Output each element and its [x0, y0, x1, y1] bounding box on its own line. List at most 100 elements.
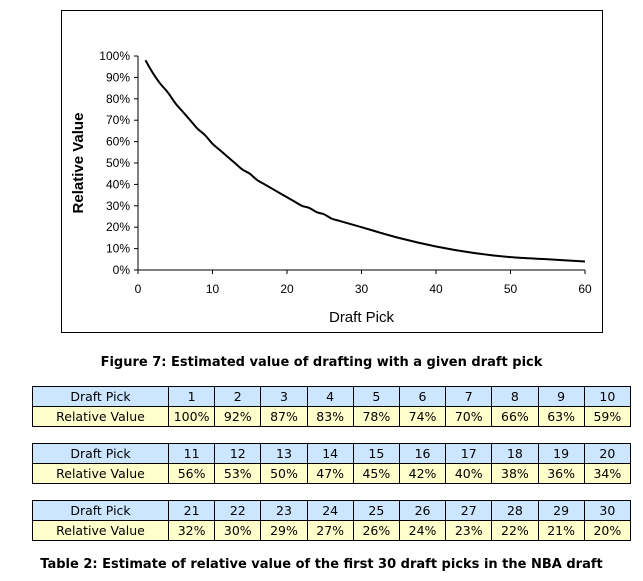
- value-cell: 23%: [445, 520, 493, 541]
- pick-cell: 9: [537, 386, 585, 407]
- value-cell: 38%: [491, 463, 539, 484]
- pick-cell: 3: [260, 386, 308, 407]
- y-axis-title: Relative Value: [70, 113, 87, 214]
- pick-row-label: Draft Pick: [32, 443, 169, 464]
- value-cell: 32%: [167, 520, 216, 541]
- x-axis-title: Draft Pick: [329, 309, 395, 326]
- value-row-label: Relative Value: [32, 463, 169, 484]
- y-tick-label: 30%: [106, 199, 130, 213]
- pick-cell: 11: [167, 443, 216, 464]
- pick-cell: 20: [583, 443, 632, 464]
- pick-row: Draft Pick 11 12 13 14 15 16 17 18 19 20: [32, 443, 632, 464]
- pick-cell: 6: [398, 386, 447, 407]
- value-cell: 92%: [214, 406, 262, 427]
- value-row: Relative Value 56% 53% 50% 47% 45% 42% 4…: [32, 463, 632, 484]
- value-cell: 26%: [352, 520, 400, 541]
- x-tick-label: 50: [504, 282, 518, 296]
- x-tick-label: 60: [578, 282, 592, 296]
- chart-frame: 0% 10% 20% 30% 40% 50% 60% 70% 80% 90% 100% 0 10 20 30…: [61, 10, 603, 333]
- value-cell: 63%: [537, 406, 585, 427]
- y-tick-label: 20%: [106, 220, 130, 234]
- pick-cell: 5: [352, 386, 400, 407]
- x-tick-label: 0: [135, 282, 142, 296]
- value-cell: 36%: [537, 463, 585, 484]
- pick-cell: 24: [306, 500, 354, 521]
- pick-cell: 14: [306, 443, 354, 464]
- value-row-label: Relative Value: [32, 406, 169, 427]
- pick-row-label: Draft Pick: [32, 500, 169, 521]
- pick-cell: 16: [398, 443, 447, 464]
- value-cell: 20%: [583, 520, 632, 541]
- figure-caption: Figure 7: Estimated value of drafting wi…: [100, 355, 543, 370]
- value-cell: 100%: [167, 406, 216, 427]
- pick-cell: 15: [352, 443, 400, 464]
- value-cell: 78%: [352, 406, 400, 427]
- value-cell: 59%: [583, 406, 632, 427]
- pick-cell: 18: [491, 443, 539, 464]
- series-line: [144, 59, 586, 263]
- value-cell: 29%: [260, 520, 308, 541]
- value-cell: 56%: [167, 463, 216, 484]
- pick-cell: 29: [537, 500, 585, 521]
- value-row: Relative Value 100% 92% 87% 83% 78% 74% …: [32, 406, 632, 427]
- value-cell: 21%: [537, 520, 585, 541]
- value-cell: 66%: [491, 406, 539, 427]
- value-cell: 87%: [260, 406, 308, 427]
- pick-cell: 8: [491, 386, 539, 407]
- y-tick-label: 0%: [113, 263, 131, 277]
- pick-row: Draft Pick 21 22 23 24 25 26 27 28 29 30: [32, 500, 632, 521]
- pick-cell: 13: [260, 443, 308, 464]
- x-tick-label: 40: [429, 282, 443, 296]
- value-cell: 34%: [583, 463, 632, 484]
- pick-cell: 28: [491, 500, 539, 521]
- value-cell: 83%: [306, 406, 354, 427]
- pick-cell: 1: [167, 386, 216, 407]
- value-cell: 40%: [445, 463, 493, 484]
- pick-row-label: Draft Pick: [32, 386, 169, 407]
- y-tick-label: 70%: [106, 113, 130, 127]
- draft-table-block-2: Draft Pick 11 12 13 14 15 16 17 18 19 20…: [32, 443, 632, 484]
- value-cell: 53%: [214, 463, 262, 484]
- value-cell: 30%: [214, 520, 262, 541]
- x-tick-label: 10: [206, 282, 220, 296]
- draft-table-block-1: Draft Pick 1 2 3 4 5 6 7 8 9 10 Relative…: [32, 386, 632, 427]
- pick-cell: 19: [537, 443, 585, 464]
- pick-cell: 17: [445, 443, 493, 464]
- pick-row: Draft Pick 1 2 3 4 5 6 7 8 9 10: [32, 386, 632, 407]
- y-tick-label: 80%: [106, 92, 130, 106]
- value-cell: 45%: [352, 463, 400, 484]
- pick-cell: 21: [167, 500, 216, 521]
- y-tick-label: 50%: [106, 156, 130, 170]
- pick-cell: 12: [214, 443, 262, 464]
- value-cell: 22%: [491, 520, 539, 541]
- x-tick-label: 20: [280, 282, 294, 296]
- pick-cell: 22: [214, 500, 262, 521]
- value-cell: 27%: [306, 520, 354, 541]
- pick-cell: 10: [583, 386, 632, 407]
- value-cell: 50%: [260, 463, 308, 484]
- value-cell: 47%: [306, 463, 354, 484]
- pick-cell: 2: [214, 386, 262, 407]
- value-cell: 70%: [445, 406, 493, 427]
- pick-cell: 23: [260, 500, 308, 521]
- y-tick-label: 10%: [106, 242, 130, 256]
- y-tick-label: 40%: [106, 177, 130, 191]
- table-caption: Table 2: Estimate of relative value of t…: [40, 557, 603, 572]
- pick-cell: 4: [306, 386, 354, 407]
- pick-cell: 25: [352, 500, 400, 521]
- value-row: Relative Value 32% 30% 29% 27% 26% 24% 2…: [32, 520, 632, 541]
- draft-table-block-3: Draft Pick 21 22 23 24 25 26 27 28 29 30…: [32, 500, 632, 541]
- value-cell: 74%: [398, 406, 447, 427]
- y-tick-label: 60%: [106, 135, 130, 149]
- pick-cell: 26: [398, 500, 447, 521]
- x-tick-label: 30: [355, 282, 369, 296]
- pick-cell: 27: [445, 500, 493, 521]
- pick-cell: 7: [445, 386, 493, 407]
- relative-value-chart: 0% 10% 20% 30% 40% 50% 60% 70% 80% 90% 100% 0 10 20 30…: [70, 49, 592, 326]
- value-cell: 42%: [398, 463, 447, 484]
- value-cell: 24%: [398, 520, 447, 541]
- y-tick-label: 100%: [99, 49, 130, 63]
- value-row-label: Relative Value: [32, 520, 169, 541]
- y-tick-label: 90%: [106, 70, 130, 84]
- pick-cell: 30: [583, 500, 632, 521]
